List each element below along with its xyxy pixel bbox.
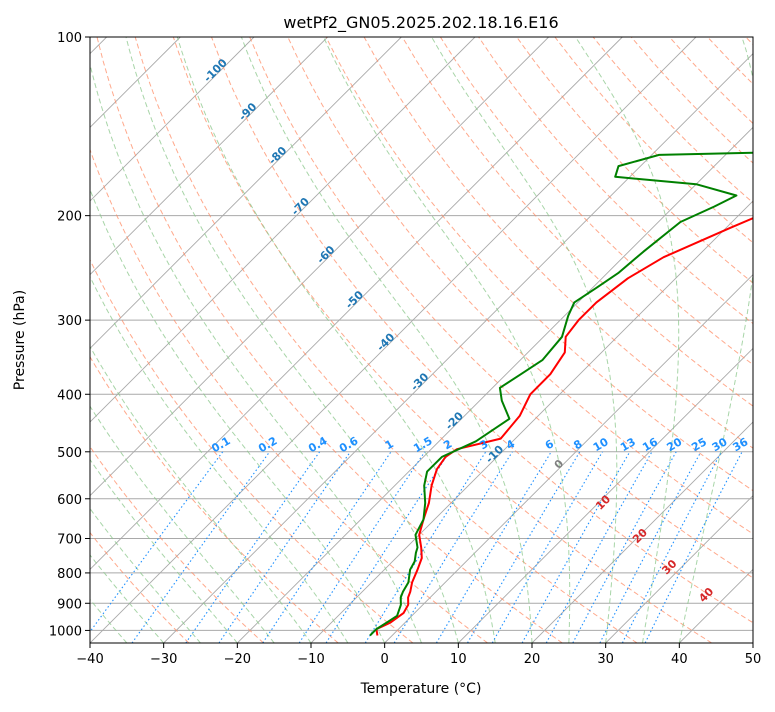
- x-tick-label: 40: [671, 652, 688, 667]
- y-tick-label: 500: [57, 446, 82, 461]
- y-tick-label: 200: [57, 210, 82, 225]
- y-tick-label: 400: [57, 388, 82, 403]
- y-tick-label: 100: [57, 31, 82, 46]
- chart-title: wetPf2_GN05.2025.202.18.16.E16: [283, 13, 558, 33]
- x-axis-label: Temperature (°C): [360, 681, 482, 697]
- x-tick-label: 0: [381, 652, 389, 667]
- y-tick-label: 600: [57, 493, 82, 508]
- y-tick-label: 1000: [49, 624, 82, 639]
- y-tick-label: 300: [57, 314, 82, 329]
- x-tick-label: 20: [524, 652, 541, 667]
- x-tick-label: 30: [597, 652, 614, 667]
- x-tick-label: 50: [745, 652, 762, 667]
- x-tick-label: −40: [76, 652, 103, 667]
- y-axis-label: Pressure (hPa): [12, 290, 28, 390]
- y-tick-label: 900: [57, 597, 82, 612]
- x-tick-label: −20: [224, 652, 251, 667]
- x-tick-label: −10: [297, 652, 324, 667]
- y-tick-label: 800: [57, 567, 82, 582]
- x-tick-label: −30: [150, 652, 177, 667]
- x-tick-label: 10: [450, 652, 467, 667]
- y-tick-label: 700: [57, 533, 82, 548]
